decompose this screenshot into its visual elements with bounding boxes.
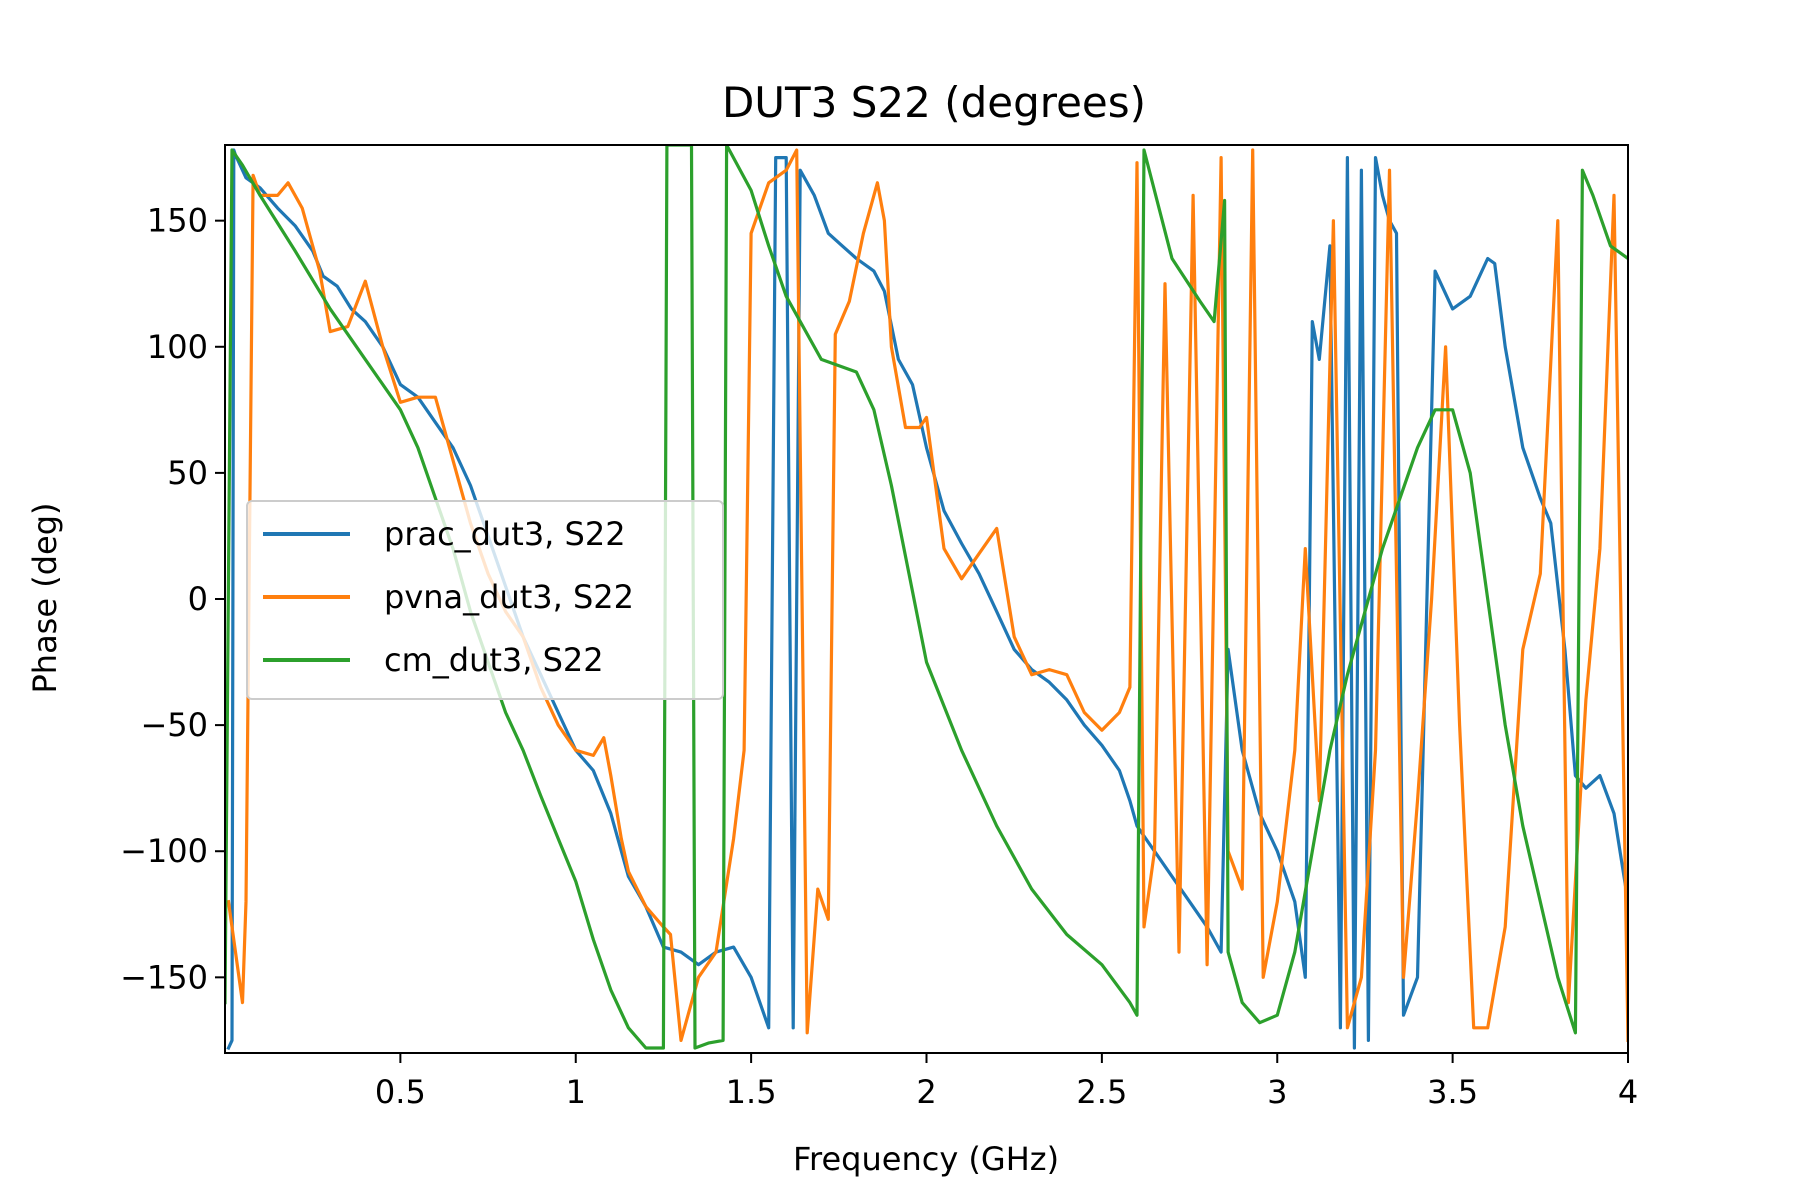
y-tick-label: 150 bbox=[147, 202, 208, 240]
y-tick-label: 50 bbox=[167, 454, 208, 492]
series-line-2 bbox=[226, 148, 1628, 1043]
x-tick-label: 1 bbox=[566, 1073, 586, 1111]
x-tick-label: 3 bbox=[1267, 1073, 1287, 1111]
y-axis: 150 100 50 0 −50 −100 −150 bbox=[120, 202, 225, 996]
x-tick-label: 1.5 bbox=[726, 1073, 777, 1111]
y-tick-label: 0 bbox=[188, 580, 208, 618]
y-tick-label: −150 bbox=[120, 958, 208, 996]
x-tick-label: 2 bbox=[916, 1073, 936, 1111]
x-tick-label: 2.5 bbox=[1076, 1073, 1127, 1111]
x-tick-label: 3.5 bbox=[1427, 1073, 1478, 1111]
y-tick-label: 100 bbox=[147, 328, 208, 366]
x-tick-label: 0.5 bbox=[375, 1073, 426, 1111]
chart-title: DUT3 S22 (degrees) bbox=[722, 78, 1146, 127]
series-line-1 bbox=[226, 148, 1628, 1051]
y-tick-label: −100 bbox=[120, 832, 208, 870]
y-tick-label: −50 bbox=[140, 706, 208, 744]
x-axis: 0.5 1 1.5 2 2.5 3 3.5 4 bbox=[375, 1053, 1638, 1111]
y-axis-label: Phase (deg) bbox=[26, 503, 64, 694]
x-tick-label: 4 bbox=[1618, 1073, 1638, 1111]
legend-label: prac_dut3, S22 bbox=[384, 515, 626, 553]
legend-label: pvna_dut3, S22 bbox=[384, 578, 634, 616]
legend-label: cm_dut3, S22 bbox=[384, 641, 604, 679]
legend: prac_dut3, S22 pvna_dut3, S22 cm_dut3, S22 bbox=[246, 500, 724, 700]
x-axis-label: Frequency (GHz) bbox=[793, 1140, 1059, 1178]
legend-box bbox=[246, 500, 724, 700]
legend-entries: prac_dut3, S22 pvna_dut3, S22 cm_dut3, S22 bbox=[263, 515, 634, 679]
